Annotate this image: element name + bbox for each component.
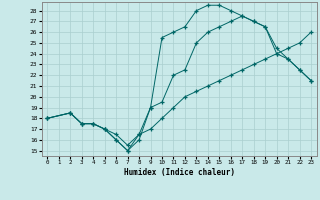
X-axis label: Humidex (Indice chaleur): Humidex (Indice chaleur) <box>124 168 235 177</box>
